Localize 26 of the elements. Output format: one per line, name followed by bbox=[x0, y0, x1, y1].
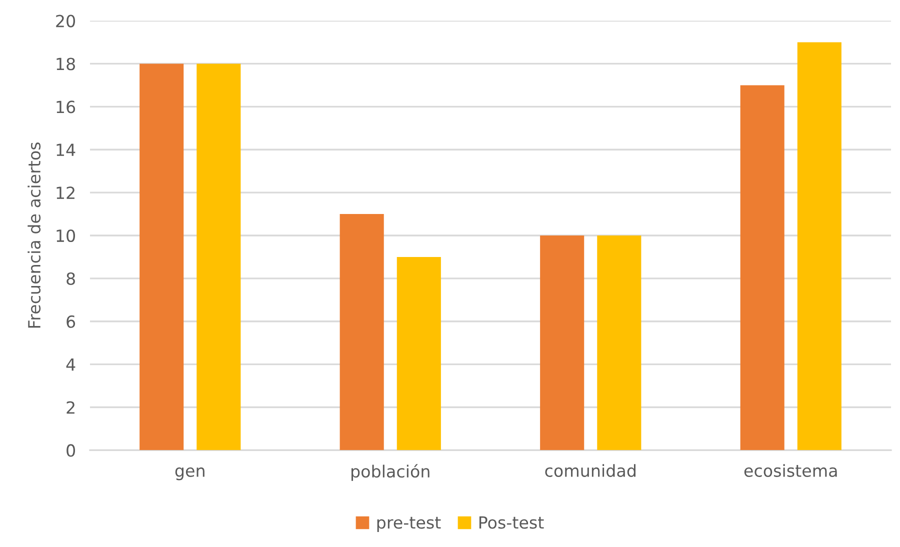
y-tick-label: 20 bbox=[56, 14, 76, 28]
bar bbox=[597, 235, 642, 450]
y-tick-label: 12 bbox=[56, 186, 74, 199]
y-tick-label: 18 bbox=[56, 58, 75, 70]
y-tick-label: 8 bbox=[66, 272, 75, 285]
bar bbox=[740, 85, 784, 450]
x-tick-label: población bbox=[352, 464, 430, 481]
y-tick-label: 2 bbox=[66, 401, 74, 414]
y-tick-label: 10 bbox=[56, 229, 76, 242]
x-tick-label: comunidad bbox=[545, 464, 636, 477]
x-tick-label: ecosistema bbox=[744, 464, 837, 477]
bar bbox=[340, 214, 384, 450]
legend-label: pre-test bbox=[377, 516, 441, 532]
legend-label: Pos-test bbox=[479, 516, 544, 529]
bar bbox=[396, 256, 441, 450]
y-tick-label: 6 bbox=[66, 315, 76, 328]
x-tick-label: gen bbox=[175, 467, 204, 480]
y-tick-label: 4 bbox=[66, 358, 76, 371]
y-tick-label: 14 bbox=[56, 144, 76, 156]
y-axis-title: Frecuencia de aciertos bbox=[28, 142, 41, 328]
y-tick-label: 0 bbox=[66, 444, 76, 457]
y-tick-label: 16 bbox=[56, 100, 76, 114]
bar bbox=[140, 64, 184, 450]
bar bbox=[196, 64, 241, 450]
bar bbox=[540, 235, 584, 450]
bar bbox=[797, 42, 842, 450]
